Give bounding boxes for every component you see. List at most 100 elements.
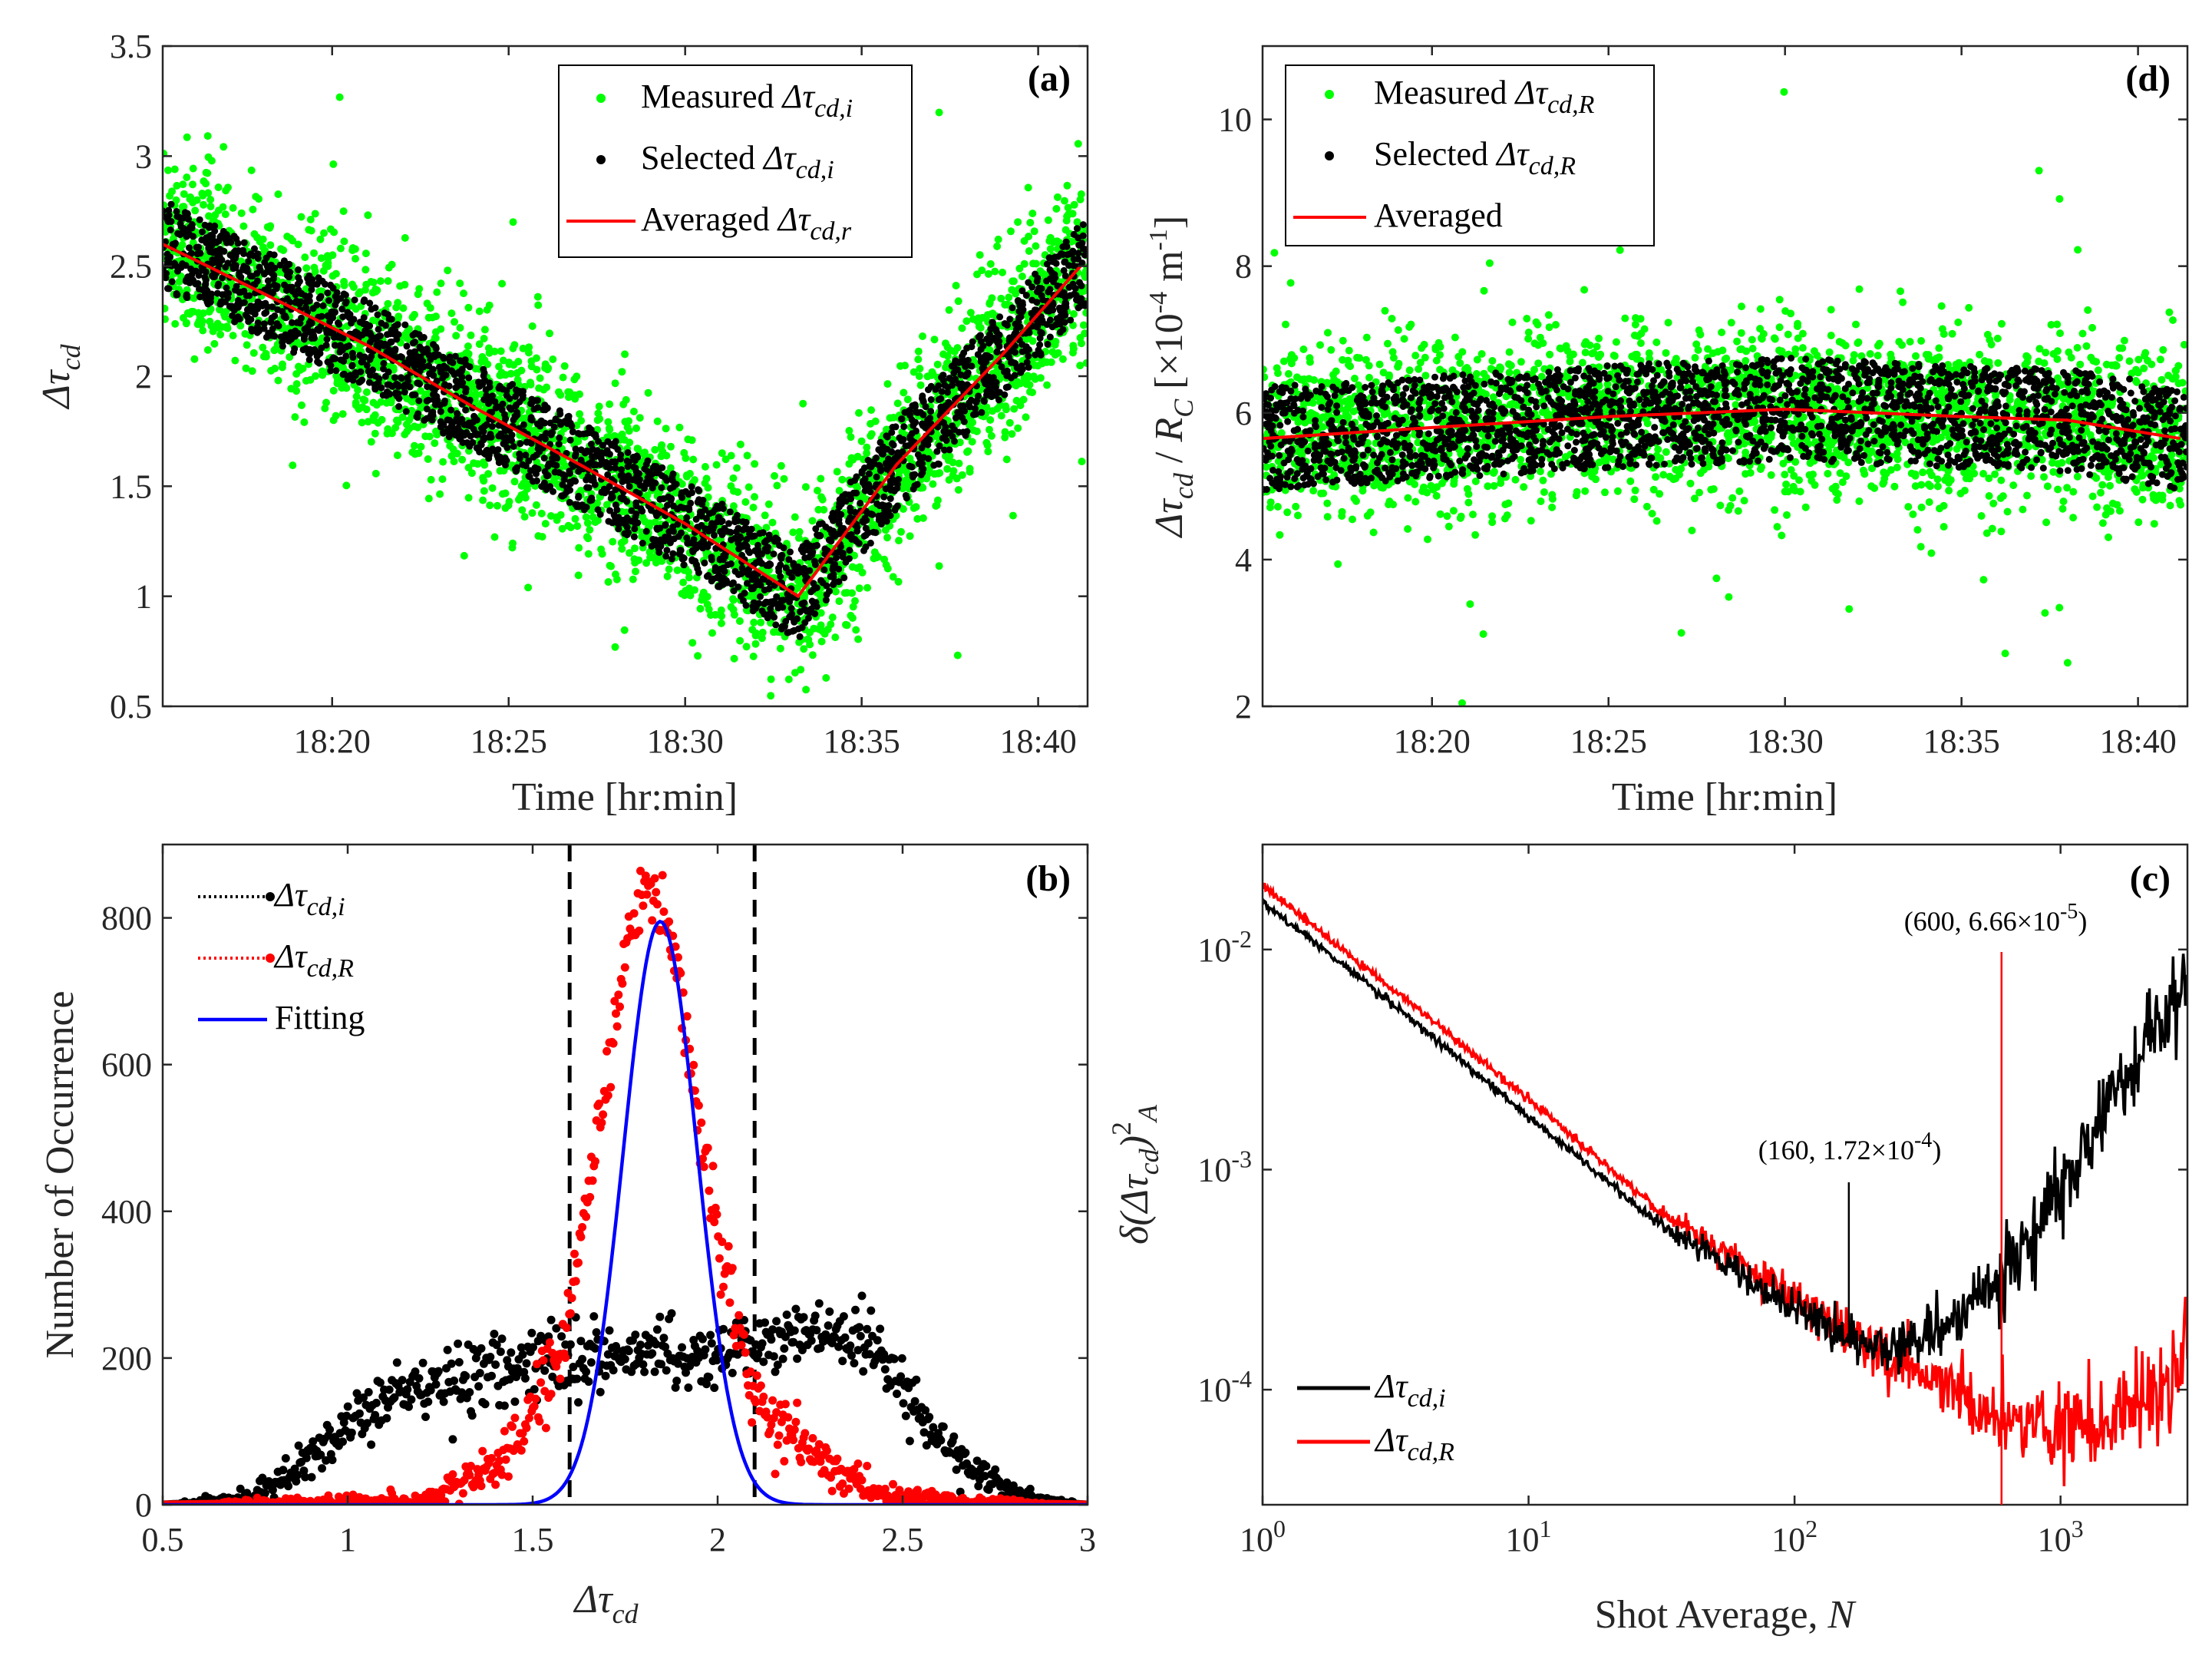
measured-point [399,304,408,312]
measured-point [847,611,855,620]
measured-point [239,222,248,230]
measured-point [479,496,487,504]
measured-point [584,550,593,558]
measured-point [895,468,903,476]
measured-point [339,207,348,216]
measured-point [241,329,249,338]
measured-point [518,506,527,514]
measured-point [882,560,890,569]
selected-point [586,497,594,504]
measured-point [749,504,758,511]
measured-point [999,268,1006,276]
selected-point [342,299,349,307]
measured-point [830,773,837,781]
measured-point [751,640,760,648]
selected-point [260,325,268,332]
selected-point [339,313,347,321]
measured-point [750,618,758,626]
measured-point [163,304,169,312]
measured-point [831,633,840,642]
measured-point [499,356,507,365]
selected-point [520,421,527,428]
measured-point [576,410,584,418]
selected-point [1067,316,1075,324]
measured-point [556,391,565,399]
measured-point [199,326,207,335]
selected-point [778,625,785,633]
measured-point [1064,203,1072,212]
selected-point [366,322,374,329]
selected-point [995,331,1003,339]
measured-point [180,190,188,198]
measured-point [460,289,467,298]
measured-point [1082,309,1088,317]
measured-point [849,603,857,611]
measured-point [383,429,391,438]
selected-point [880,493,888,501]
measured-point [863,449,871,458]
measured-point [203,345,212,354]
selected-point [300,332,308,340]
measured-point [206,196,215,203]
measured-point [958,471,966,479]
measured-point [292,370,301,378]
selected-point [810,580,817,587]
measured-point [517,481,526,490]
measured-point [352,401,360,409]
measured-point [936,469,944,478]
selected-point [292,299,299,306]
measured-point [189,198,197,207]
selected-point [894,449,902,457]
selected-point [470,425,477,433]
selected-point [873,481,880,488]
measured-point [757,618,765,626]
selected-point [566,498,573,506]
measured-point [274,190,282,198]
measured-point [1010,405,1019,413]
measured-point [662,425,670,433]
selected-point [758,607,766,615]
measured-point [1073,218,1081,226]
selected-point [744,580,751,587]
measured-point [789,528,797,537]
measured-point [984,269,992,278]
selected-point [517,440,524,448]
selected-point [193,250,201,258]
measured-point [229,332,237,340]
measured-point [336,244,345,253]
measured-point [838,475,847,484]
measured-point [824,625,832,633]
measured-point [402,334,411,342]
measured-point [703,600,711,609]
measured-point [688,639,697,647]
measured-point [1070,310,1078,318]
selected-point [1075,250,1082,257]
measured-point [985,425,993,434]
measured-point [929,480,937,488]
measured-point [414,449,423,458]
selected-point [705,510,713,517]
measured-point [642,559,651,567]
selected-point [650,537,658,545]
selected-point [799,543,807,550]
measured-point [237,209,246,217]
measured-point [163,201,168,210]
measured-point [895,537,903,545]
measured-point [584,534,593,543]
measured-point [414,290,422,299]
measured-point [200,200,207,209]
selected-point [625,472,632,480]
selected-point [319,302,327,309]
measured-point [425,432,434,441]
measured-point [708,629,716,637]
measured-point [881,526,890,534]
measured-point [292,387,301,395]
selected-point [880,451,886,458]
measured-point [955,459,963,468]
measured-point [717,606,725,614]
measured-point [1076,362,1085,370]
selected-point [1078,240,1086,247]
measured-point [486,501,494,510]
measured-point [362,250,370,258]
measured-point [997,294,1005,302]
